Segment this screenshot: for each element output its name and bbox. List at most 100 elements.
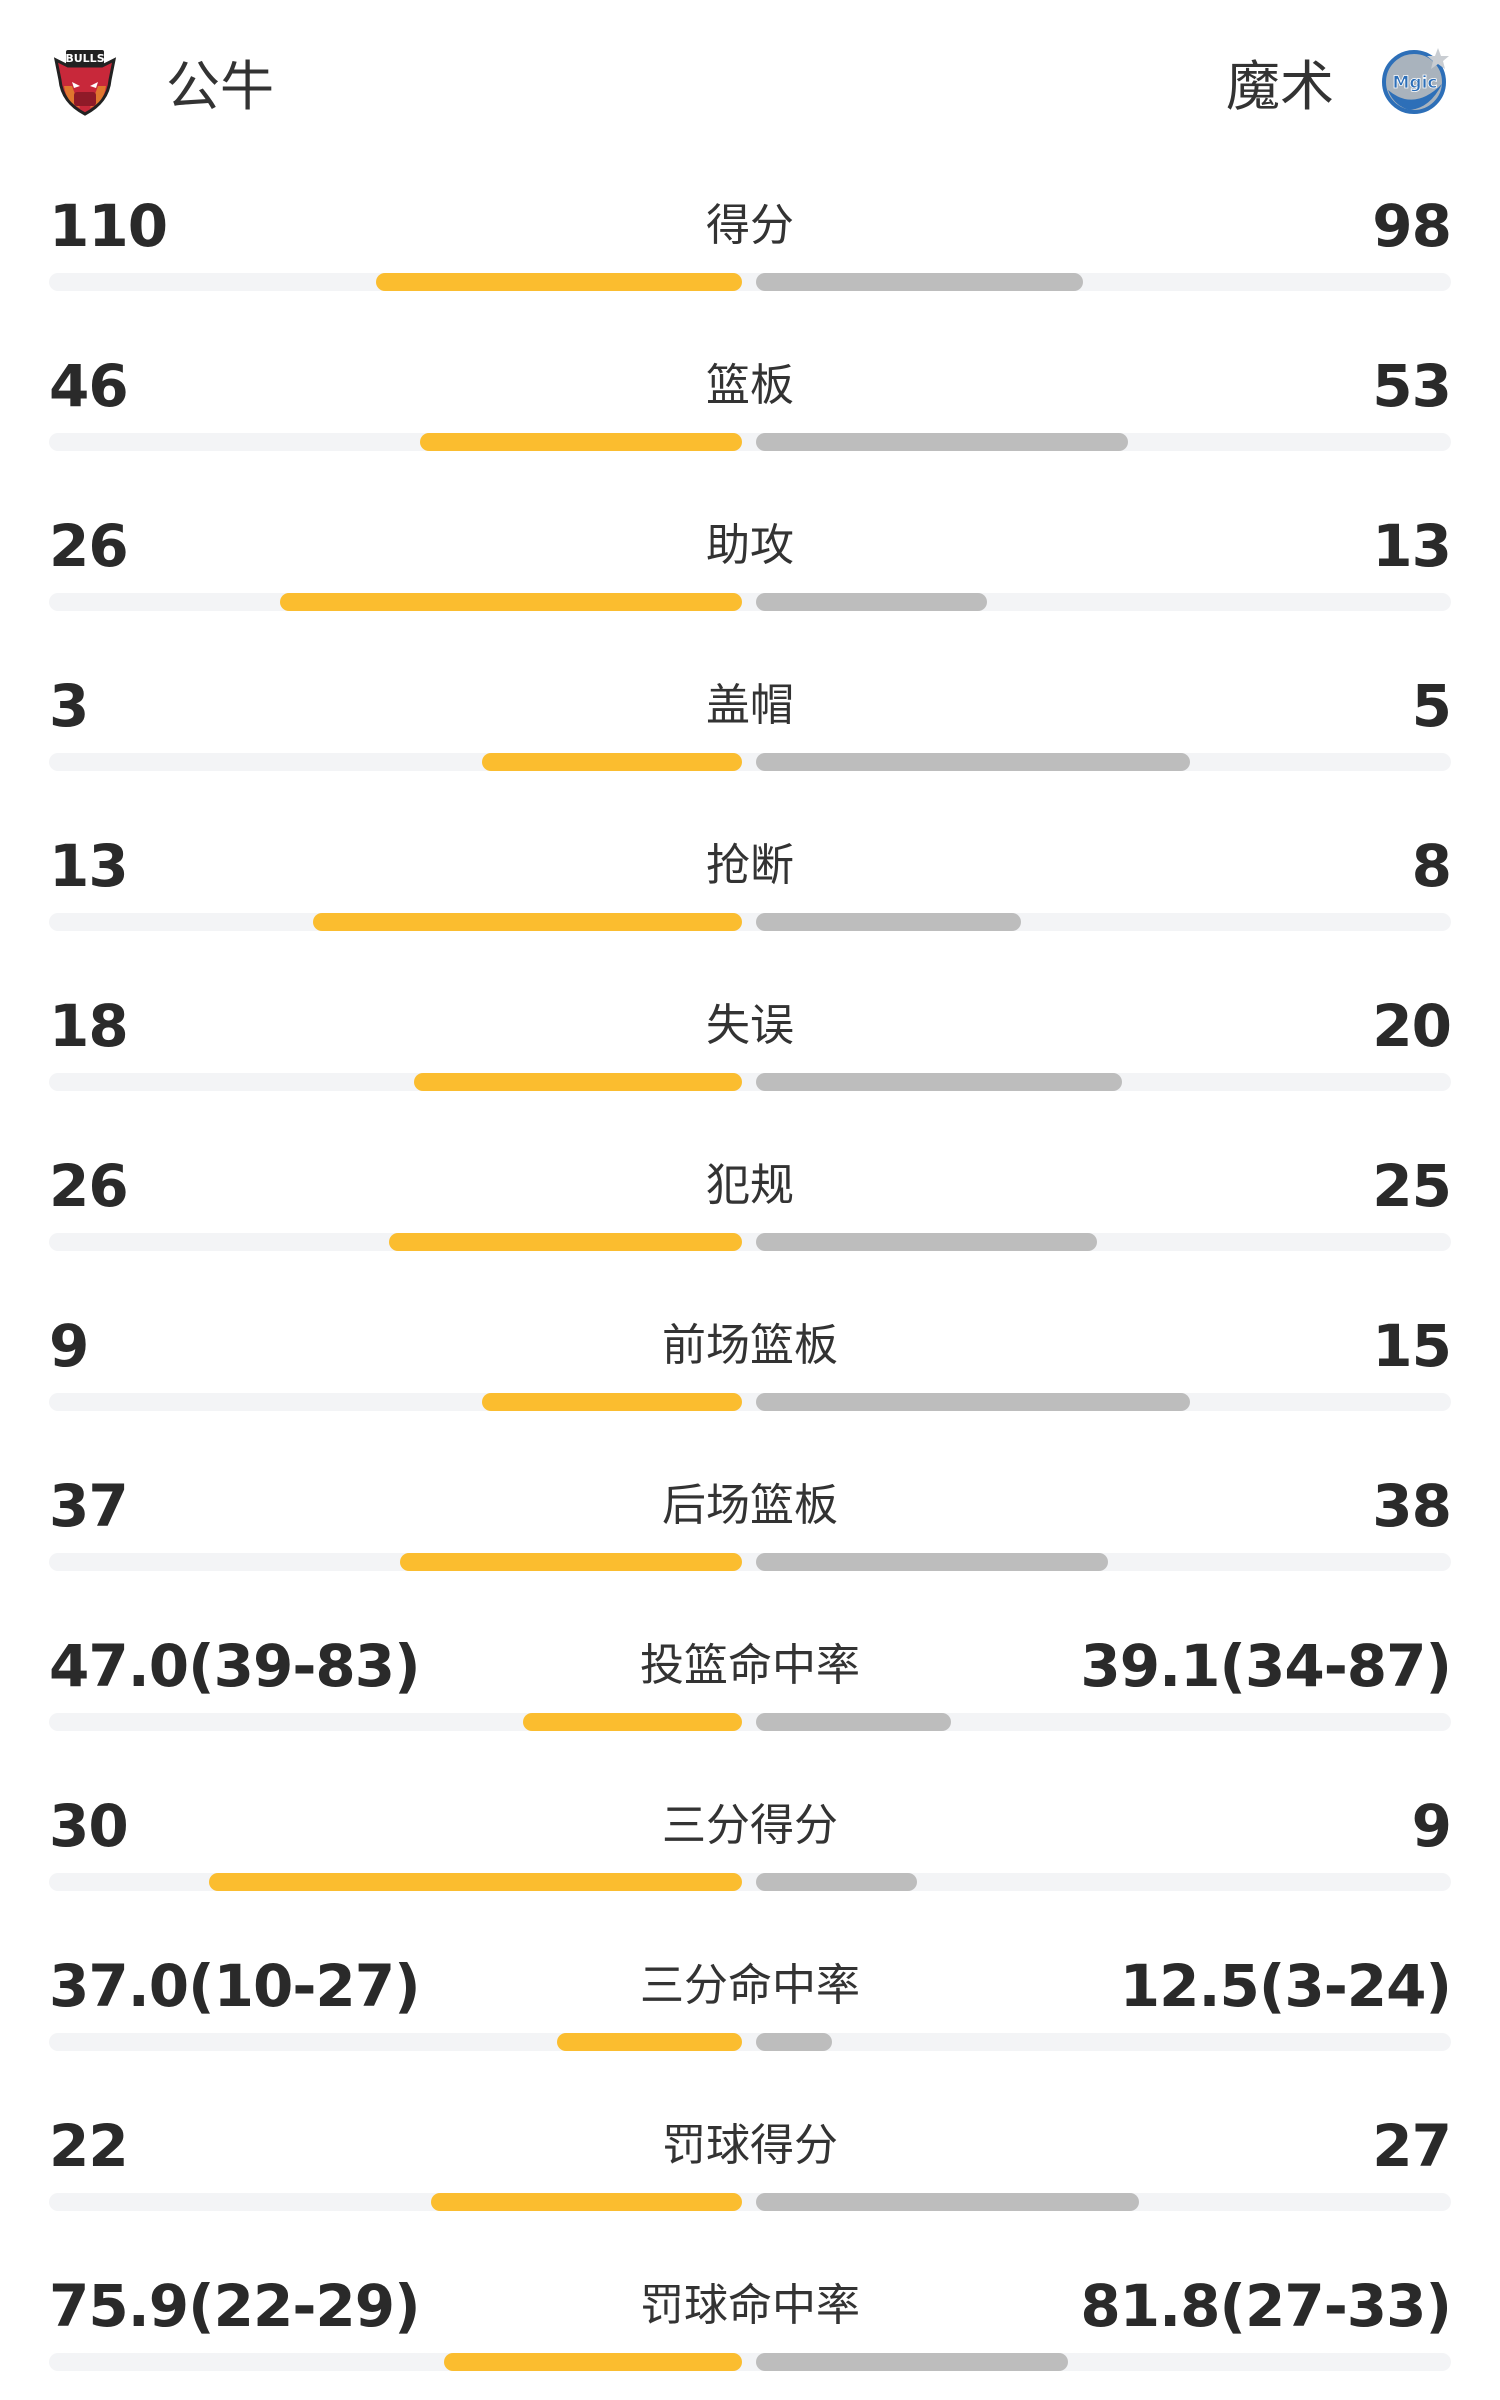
home-stat-value: 9 (49, 1312, 89, 1380)
stat-row: 后场篮板 37 38 (49, 1470, 1452, 1580)
stat-track (49, 2033, 1451, 2051)
home-stat-bar (400, 1553, 742, 1571)
svg-text:Mgic: Mgic (1393, 73, 1438, 93)
stat-track (49, 2353, 1451, 2371)
home-stat-value: 3 (49, 672, 89, 740)
stat-label: 篮板 (706, 360, 794, 411)
home-stat-bar (482, 1393, 742, 1411)
stat-row: 篮板 46 53 (49, 350, 1452, 460)
stat-label: 投篮命中率 (640, 1640, 860, 1691)
away-stat-value: 20 (1372, 992, 1452, 1060)
stat-label: 犯规 (706, 1160, 794, 1211)
stat-track (49, 433, 1451, 451)
stat-label: 三分得分 (662, 1800, 838, 1851)
away-stat-bar (756, 1233, 1097, 1251)
away-stat-bar (756, 2033, 833, 2051)
stat-label: 盖帽 (706, 680, 794, 731)
away-stat-value: 39.1(34-87) (1080, 1632, 1452, 1700)
svg-text:BULLS: BULLS (65, 52, 104, 65)
away-stat-bar (756, 273, 1084, 291)
stat-row: 三分命中率 37.0(10-27) 12.5(3-24) (49, 1950, 1452, 2060)
stat-label: 罚球得分 (662, 2120, 838, 2171)
stat-row: 犯规 26 25 (49, 1150, 1452, 1260)
away-stat-bar (756, 593, 988, 611)
away-stat-bar (756, 433, 1128, 451)
stat-track (49, 273, 1451, 291)
stat-label: 前场篮板 (662, 1320, 838, 1371)
home-stat-bar (376, 273, 742, 291)
stat-track (49, 1393, 1451, 1411)
home-stat-value: 26 (49, 1152, 129, 1220)
away-stat-value: 81.8(27-33) (1080, 2272, 1452, 2340)
away-stat-value: 5 (1411, 672, 1452, 740)
stat-label: 失误 (706, 1000, 794, 1051)
away-stat-value: 12.5(3-24) (1119, 1952, 1452, 2020)
home-stat-value: 47.0(39-83) (49, 1632, 421, 1700)
stat-label: 三分命中率 (640, 1960, 860, 2011)
away-stat-value: 38 (1372, 1472, 1452, 1540)
home-stat-bar (413, 1073, 742, 1091)
stat-row: 三分得分 30 9 (49, 1790, 1452, 1900)
stat-track (49, 1233, 1451, 1251)
away-stat-value: 98 (1372, 192, 1452, 260)
away-stat-bar (756, 1073, 1122, 1091)
home-stat-bar (209, 1873, 742, 1891)
stat-label: 罚球命中率 (640, 2280, 860, 2331)
stat-label: 后场篮板 (662, 1480, 838, 1531)
stat-row: 前场篮板 9 15 (49, 1310, 1452, 1420)
home-stat-value: 37.0(10-27) (49, 1952, 421, 2020)
stat-track (49, 1553, 1451, 1571)
stat-row: 罚球得分 22 27 (49, 2110, 1452, 2220)
home-stat-value: 13 (49, 832, 129, 900)
home-stat-bar (482, 753, 742, 771)
away-stat-bar (756, 1553, 1109, 1571)
stat-track (49, 2193, 1451, 2211)
home-stat-value: 46 (49, 352, 129, 420)
home-stat-bar (444, 2353, 742, 2371)
stat-row: 罚球命中率 75.9(22-29) 81.8(27-33) (49, 2270, 1452, 2380)
away-stat-bar (756, 1393, 1191, 1411)
home-stat-bar (279, 593, 742, 611)
home-stat-value: 75.9(22-29) (49, 2272, 421, 2340)
away-stat-value: 27 (1372, 2112, 1452, 2180)
stat-row: 投篮命中率 47.0(39-83) 39.1(34-87) (49, 1630, 1452, 1740)
stat-track (49, 753, 1451, 771)
home-stat-bar (313, 913, 742, 931)
away-stat-value: 25 (1372, 1152, 1452, 1220)
away-team-header: 魔术 Mgic (1226, 44, 1450, 118)
stat-track (49, 1073, 1451, 1091)
away-stat-value: 8 (1411, 832, 1452, 900)
bulls-logo-icon: BULLS (53, 50, 117, 116)
home-stat-value: 18 (49, 992, 129, 1060)
away-stat-bar (756, 1713, 951, 1731)
away-stat-value: 53 (1372, 352, 1452, 420)
away-stat-bar (756, 753, 1191, 771)
stat-row: 盖帽 3 5 (49, 670, 1452, 780)
magic-logo-icon: Mgic (1382, 48, 1449, 114)
home-stat-value: 22 (49, 2112, 129, 2180)
away-stat-value: 9 (1411, 1792, 1452, 1860)
away-stat-bar (756, 2193, 1139, 2211)
stat-row: 助攻 26 13 (49, 510, 1452, 620)
stat-row: 抢断 13 8 (49, 830, 1452, 940)
away-stat-bar (756, 913, 1021, 931)
stat-track (49, 1713, 1451, 1731)
home-stat-value: 110 (49, 192, 168, 260)
home-stat-bar (388, 1233, 742, 1251)
home-stat-value: 30 (49, 1792, 129, 1860)
away-stat-bar (756, 2353, 1069, 2371)
home-stat-value: 37 (49, 1472, 129, 1540)
stat-label: 得分 (706, 200, 794, 251)
stat-label: 抢断 (706, 840, 794, 891)
home-team-name: 公牛 (166, 54, 274, 118)
home-stat-bar (420, 433, 742, 451)
stat-track (49, 913, 1451, 931)
stat-label: 助攻 (706, 520, 794, 571)
home-stat-bar (430, 2193, 742, 2211)
stat-row: 失误 18 20 (49, 990, 1452, 1100)
away-stat-bar (756, 1873, 917, 1891)
home-team-header: BULLS 公牛 (50, 44, 274, 118)
away-team-name: 魔术 (1226, 54, 1334, 118)
away-stat-value: 13 (1372, 512, 1452, 580)
stat-row: 得分 110 98 (49, 190, 1452, 300)
